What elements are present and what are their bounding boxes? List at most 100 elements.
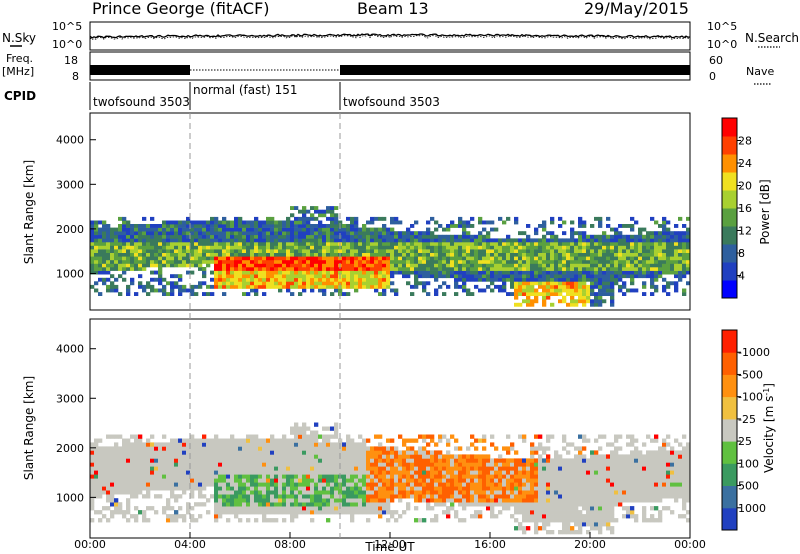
- heatmap-cell: [226, 478, 231, 483]
- heatmap-cell: [322, 224, 327, 228]
- heatmap-cell: [122, 249, 127, 253]
- heatmap-cell: [382, 267, 387, 271]
- heatmap-cell: [522, 482, 527, 487]
- heatmap-cell: [542, 446, 547, 451]
- heatmap-cell: [138, 252, 143, 257]
- heatmap-cell: [446, 494, 451, 499]
- heatmap-cell: [566, 470, 571, 475]
- heatmap-cell: [318, 231, 323, 236]
- heatmap-cell: [210, 458, 215, 463]
- heatmap-cell: [626, 267, 631, 271]
- heatmap-cell: [662, 227, 667, 232]
- heatmap-cell: [254, 482, 259, 487]
- heatmap-cell: [502, 498, 507, 503]
- heatmap-cell: [274, 466, 279, 471]
- nave-label: Nave: [746, 65, 774, 78]
- heatmap-cell: [454, 438, 459, 443]
- heatmap-cell: [622, 259, 627, 264]
- heatmap-cell: [266, 256, 271, 261]
- heatmap-cell: [614, 231, 619, 236]
- heatmap-cell: [354, 510, 359, 515]
- heatmap-cell: [278, 249, 283, 253]
- heatmap-cell: [186, 502, 191, 507]
- heatmap-cell: [574, 284, 579, 289]
- heatmap-cell: [234, 490, 239, 495]
- heatmap-cell: [318, 434, 323, 439]
- heatmap-cell: [446, 506, 451, 511]
- heatmap-cell: [554, 288, 559, 293]
- heatmap-cell: [470, 478, 475, 483]
- heatmap-cell: [198, 450, 203, 455]
- heatmap-cell: [350, 267, 355, 271]
- heatmap-cell: [102, 454, 107, 459]
- heatmap-cell: [194, 263, 199, 268]
- heatmap-cell: [398, 231, 403, 236]
- heatmap-cell: [294, 274, 299, 279]
- heatmap-cell: [386, 227, 391, 232]
- heatmap-cell: [190, 241, 195, 246]
- heatmap-cell: [526, 502, 531, 507]
- heatmap-cell: [170, 281, 175, 286]
- heatmap-cell: [530, 462, 535, 467]
- heatmap-cell: [602, 245, 607, 250]
- heatmap-cell: [422, 438, 427, 443]
- heatmap-cell: [130, 256, 135, 261]
- heatmap-cell: [190, 458, 195, 463]
- heatmap-cell: [558, 510, 563, 515]
- heatmap-cell: [666, 267, 671, 271]
- heatmap-cell: [138, 478, 143, 483]
- heatmap-cell: [174, 482, 179, 487]
- heatmap-cell: [462, 256, 467, 261]
- heatmap-cell: [214, 494, 219, 499]
- heatmap-cell: [358, 450, 363, 455]
- heatmap-cell: [118, 478, 123, 483]
- heatmap-cell: [558, 270, 563, 275]
- heatmap-cell: [458, 486, 463, 491]
- heatmap-cell: [538, 277, 543, 282]
- heatmap-cell: [374, 234, 379, 239]
- heatmap-cell: [102, 514, 107, 519]
- heatmap-cell: [382, 502, 387, 507]
- heatmap-cell: [422, 466, 427, 471]
- heatmap-cell: [594, 299, 599, 304]
- heatmap-cell: [198, 442, 203, 447]
- heatmap-cell: [134, 252, 139, 257]
- heatmap-cell: [454, 277, 459, 282]
- heatmap-cell: [330, 458, 335, 463]
- heatmap-cell: [602, 284, 607, 289]
- heatmap-cell: [418, 450, 423, 455]
- heatmap-cell: [646, 231, 651, 236]
- heatmap-cell: [498, 474, 503, 479]
- heatmap-cell: [594, 281, 599, 286]
- heatmap-cell: [142, 288, 147, 293]
- power-colorbar-label: Power [dB]: [758, 179, 772, 244]
- heatmap-cell: [262, 458, 267, 463]
- heatmap-cell: [634, 267, 639, 271]
- heatmap-cell: [290, 446, 295, 451]
- heatmap-cell: [446, 259, 451, 264]
- heatmap-cell: [662, 224, 667, 228]
- heatmap-cell: [274, 267, 279, 271]
- heatmap-cell: [214, 224, 219, 228]
- heatmap-cell: [530, 277, 535, 282]
- heatmap-cell: [354, 227, 359, 232]
- heatmap-cell: [306, 478, 311, 483]
- heatmap-cell: [242, 245, 247, 250]
- heatmap-cell: [414, 506, 419, 511]
- heatmap-cell: [442, 270, 447, 275]
- heatmap-cell: [242, 256, 247, 261]
- heatmap-cell: [342, 284, 347, 289]
- heatmap-cell: [482, 462, 487, 467]
- heatmap-cell: [430, 470, 435, 475]
- heatmap-cell: [294, 224, 299, 228]
- heatmap-cell: [162, 224, 167, 228]
- heatmap-cell: [154, 478, 159, 483]
- heatmap-cell: [426, 490, 431, 495]
- heatmap-cell: [582, 438, 587, 443]
- heatmap-cell: [210, 245, 215, 250]
- heatmap-cell: [330, 446, 335, 451]
- heatmap-cell: [114, 277, 119, 282]
- heatmap-cell: [294, 270, 299, 275]
- heatmap-cell: [566, 249, 571, 253]
- heatmap-cell: [262, 518, 267, 523]
